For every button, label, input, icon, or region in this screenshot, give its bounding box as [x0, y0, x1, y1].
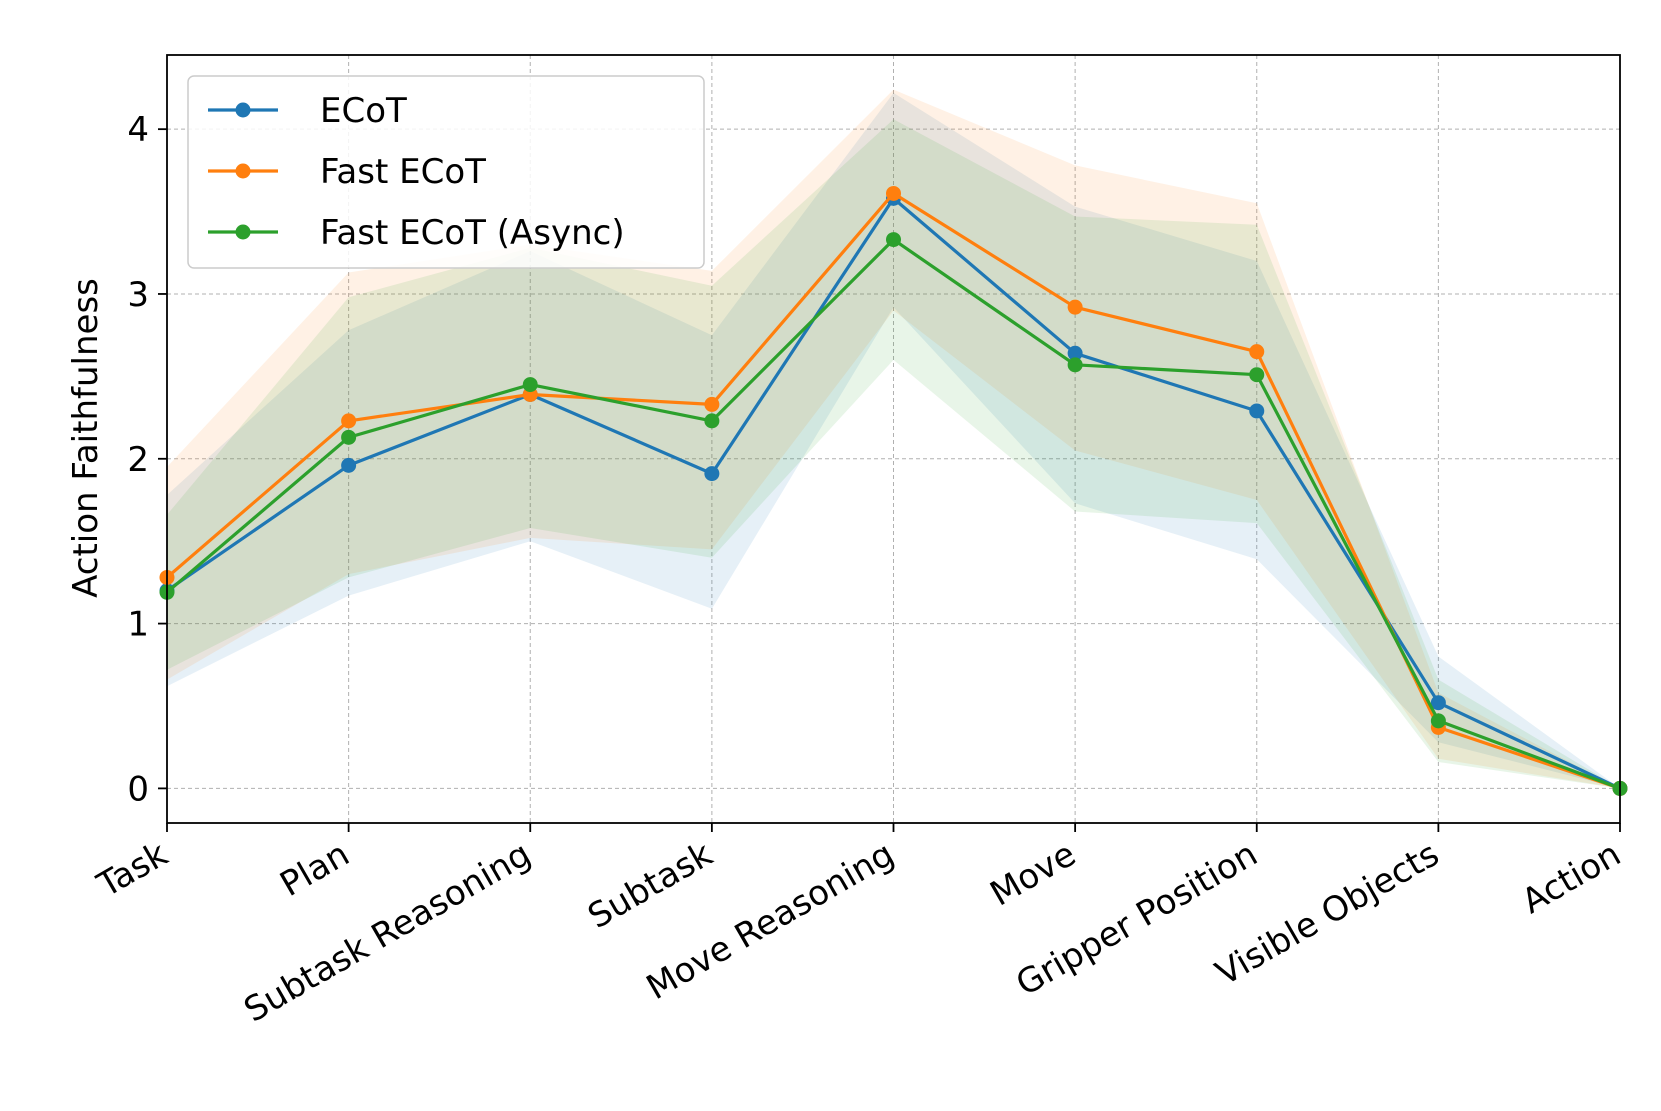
- y-tick-label: 3: [127, 275, 149, 315]
- legend-marker-2: [235, 224, 251, 240]
- x-tick-label: Move: [984, 834, 1083, 914]
- y-tick-label: 0: [127, 769, 149, 809]
- data-point: [1249, 344, 1265, 360]
- confidence-band-2: [167, 119, 1620, 789]
- y-tick-label: 4: [127, 110, 149, 150]
- legend-marker-0: [235, 102, 251, 118]
- y-axis-label: Action Faithfulness: [66, 278, 106, 598]
- data-point: [1430, 695, 1446, 711]
- data-point: [522, 377, 538, 393]
- legend-label-1: Fast ECoT: [320, 152, 486, 192]
- y-tick-label: 1: [127, 605, 149, 645]
- data-point: [1067, 357, 1083, 373]
- data-point: [341, 413, 357, 429]
- x-tick-label: Subtask: [581, 834, 719, 937]
- data-point: [886, 185, 901, 201]
- y-tick-label: 2: [127, 440, 149, 480]
- data-point: [1430, 713, 1446, 729]
- data-point: [704, 413, 720, 429]
- data-point: [1067, 345, 1083, 361]
- x-tick-label: Task: [90, 834, 175, 906]
- legend-label-2: Fast ECoT (Async): [320, 213, 625, 253]
- data-point: [886, 232, 901, 248]
- legend: ECoT Fast ECoT Fast ECoT (Async): [187, 75, 705, 269]
- data-point: [341, 457, 357, 473]
- data-point: [1249, 403, 1265, 419]
- legend-label-0: ECoT: [320, 91, 407, 131]
- legend-box: [187, 75, 705, 269]
- data-point: [704, 466, 720, 482]
- data-point: [1249, 367, 1265, 383]
- x-tick-label: Action: [1515, 834, 1627, 922]
- data-point: [341, 429, 357, 445]
- legend-marker-1: [235, 163, 251, 179]
- series-lines: [159, 185, 1628, 796]
- x-tick-label: Plan: [273, 834, 356, 905]
- data-point: [704, 396, 720, 412]
- x-tick-label: Subtask Reasoning: [238, 834, 538, 1030]
- data-point: [1067, 299, 1083, 315]
